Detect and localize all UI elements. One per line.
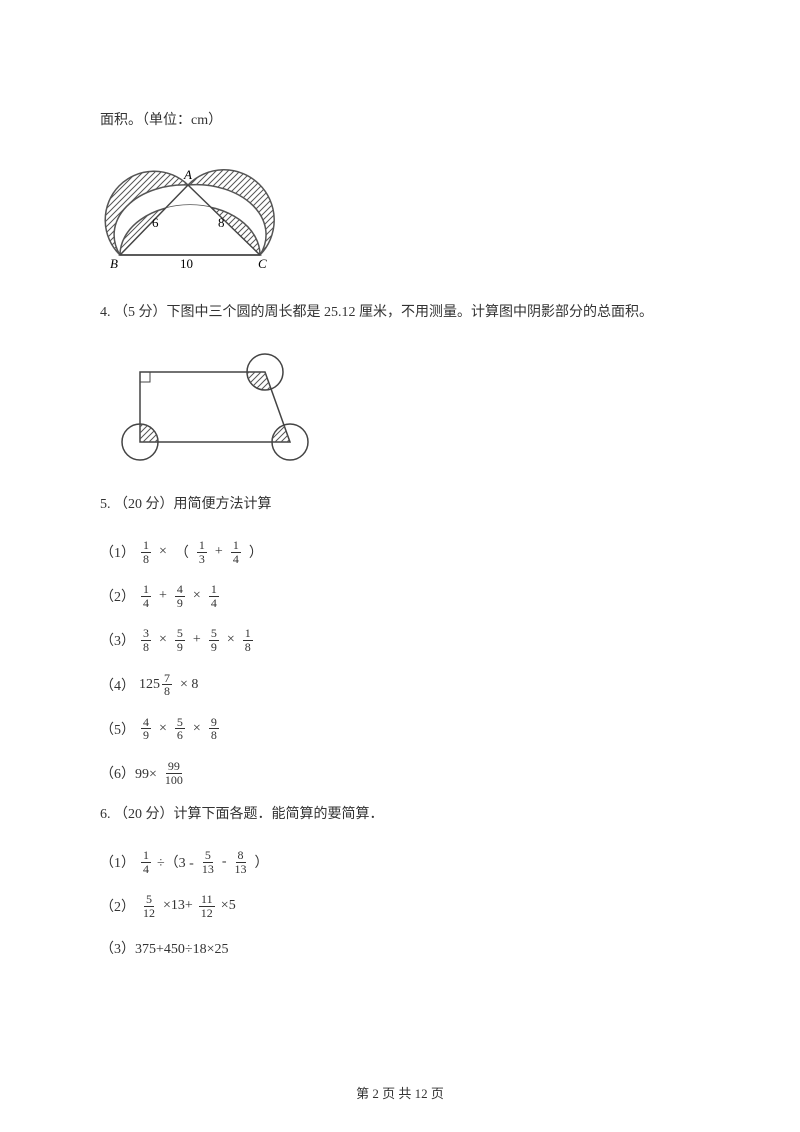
figure-triangle-semicircles: A B C 6 8 10 (100, 155, 700, 280)
label-6: 6 (152, 215, 159, 230)
page-footer: 第 2 页 共 12 页 (0, 1083, 800, 1102)
label-C: C (258, 256, 267, 271)
q5-item-1: （1） 18 × （ 13 + 14 ） (100, 539, 700, 565)
question-5: 5. （20 分）用简便方法计算 (100, 494, 700, 515)
prefix: （2） (100, 586, 135, 606)
question-6: 6. （20 分）计算下面各题．能简算的要简算． (100, 804, 700, 825)
prefix: （5） (100, 719, 135, 739)
q5-item-4: （4） 125 78 × 8 (100, 672, 700, 698)
header-line: 面积。（单位：cm） (100, 110, 700, 131)
label-10: 10 (180, 256, 193, 271)
prefix: （2） (100, 896, 135, 916)
frac-1-8: 18 (141, 539, 151, 565)
label-B: B (110, 256, 118, 271)
prefix: （6）99× (100, 763, 157, 783)
q6-item-2: （2） 512 ×13+ 1112 ×5 (100, 893, 700, 919)
frac-1-4: 14 (231, 539, 241, 565)
page-content: 面积。（单位：cm） A B C (0, 0, 800, 958)
q5-item-3: （3） 38 × 59 + 59 × 18 (100, 627, 700, 653)
label-8: 8 (218, 215, 225, 230)
q6-item-1: （1） 14 ÷（3 - 513 - 813 ） (100, 849, 700, 875)
prefix: （1） (100, 542, 135, 562)
prefix: （3） (100, 630, 135, 650)
question-4: 4. （5 分）下图中三个圆的周长都是 25.12 厘米，不用测量。计算图中阴影… (100, 302, 700, 323)
label-A: A (183, 167, 192, 182)
prefix: （1） (100, 852, 135, 872)
q5-item-6: （6）99× 99100 (100, 760, 700, 786)
q5-item-2: （2） 14 + 49 × 14 (100, 583, 700, 609)
prefix: （4） (100, 675, 135, 695)
figure-trapezoid-circles (100, 347, 700, 472)
frac-1-3: 13 (197, 539, 207, 565)
q6-item-3: （3）375+450÷18×25 (100, 938, 700, 958)
q5-item-5: （5） 49 × 56 × 98 (100, 716, 700, 742)
